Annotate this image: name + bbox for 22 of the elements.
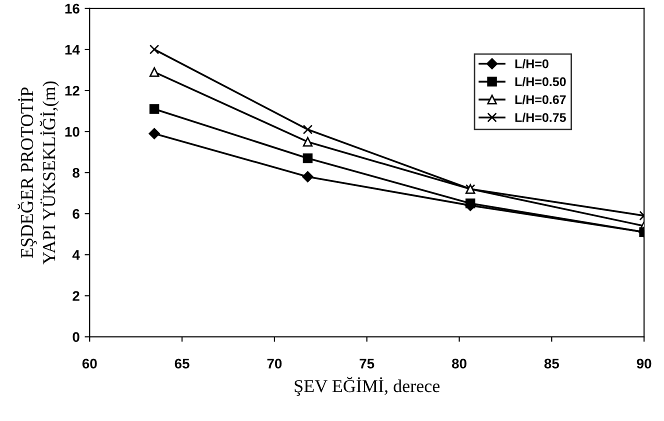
y-tick-label: 14 [65, 44, 80, 54]
x-tick-label: 65 [174, 358, 190, 369]
x-axis-title: ŞEV EĞİMİ, derece [294, 376, 440, 396]
y-tick-label: 0 [72, 332, 80, 342]
x-tick-label: 75 [360, 358, 374, 369]
x-tick-label: 85 [544, 358, 560, 369]
y-tick-label: 6 [72, 208, 80, 219]
y-tick-label: 8 [72, 168, 80, 178]
x-tick-label: 70 [267, 358, 282, 369]
legend-label: L/H=0.50 [515, 76, 566, 86]
y-tick-label: 4 [72, 250, 80, 260]
y-tick-label: 12 [65, 86, 80, 96]
legend-label: L/H=0.67 [515, 94, 566, 104]
legend-label: L/H=0.75 [515, 112, 566, 122]
y-axis-title: EŞDEĞER PROTOTİP YAPI YÜKSEKLİĞİ,(m) [18, 81, 59, 264]
y-tick-label: 10 [65, 126, 80, 137]
y-tick-label: 16 [65, 4, 80, 14]
x-tick-label: 60 [82, 358, 97, 369]
x-tick-label: 90 [636, 358, 652, 369]
legend-label: L/H=0 [515, 59, 548, 68]
x-tick-label: 80 [452, 358, 466, 369]
y-tick-label: 2 [72, 291, 80, 301]
